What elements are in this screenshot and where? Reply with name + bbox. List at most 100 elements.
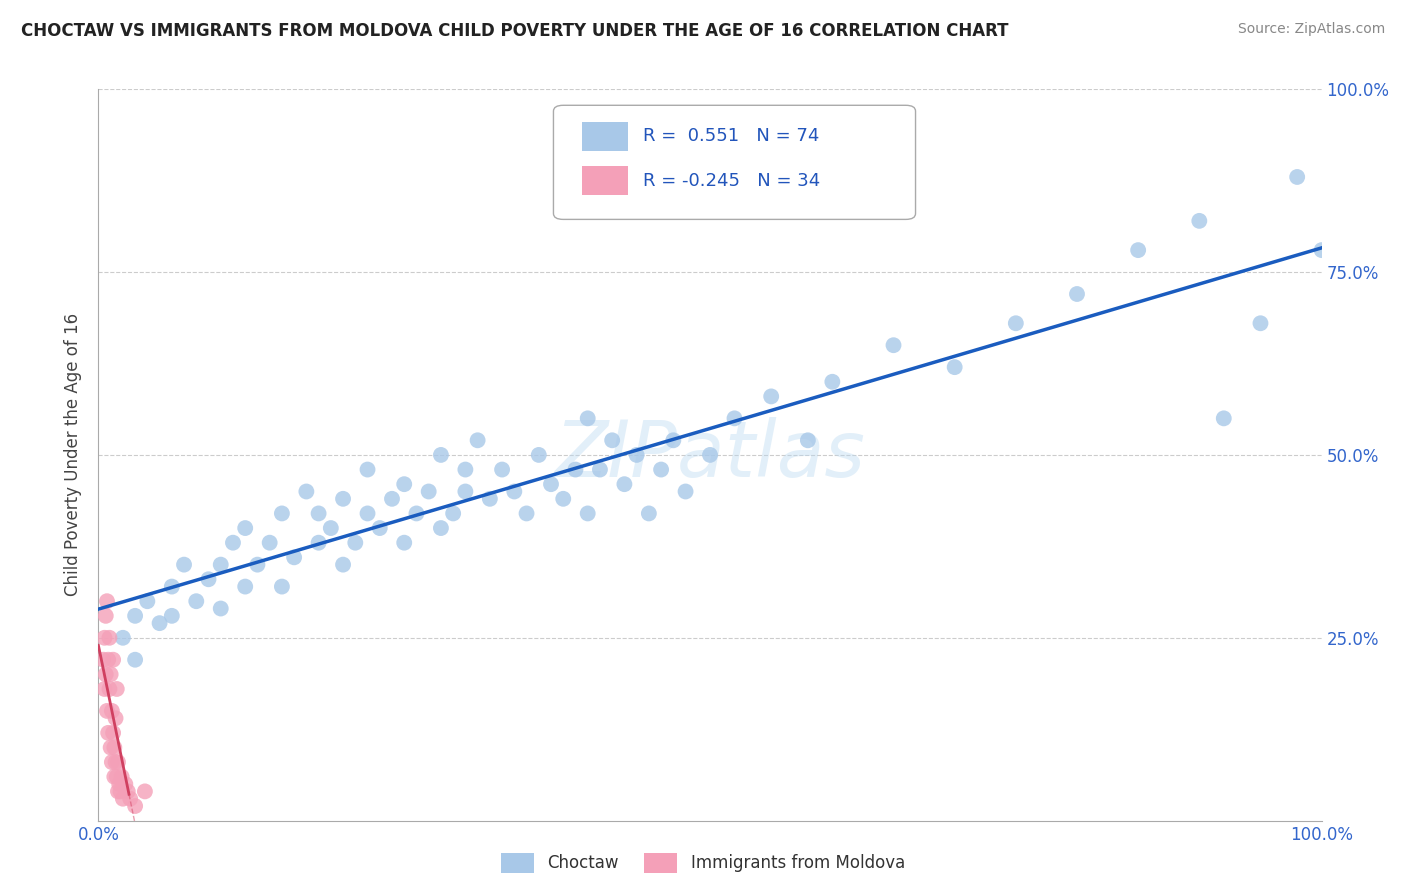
Point bbox=[270, 507, 294, 521]
Point bbox=[381, 491, 404, 506]
Point bbox=[120, 791, 142, 805]
Point bbox=[283, 550, 305, 565]
Point bbox=[104, 755, 127, 769]
Point bbox=[270, 580, 294, 594]
Point bbox=[600, 434, 623, 448]
Point bbox=[1004, 316, 1026, 330]
Point bbox=[308, 535, 330, 549]
Text: CHOCTAW VS IMMIGRANTS FROM MOLDOVA CHILD POVERTY UNDER THE AGE OF 16 CORRELATION: CHOCTAW VS IMMIGRANTS FROM MOLDOVA CHILD… bbox=[21, 22, 1008, 40]
Point bbox=[104, 711, 127, 725]
Point bbox=[883, 338, 905, 352]
Point bbox=[392, 535, 416, 549]
Text: R = -0.245   N = 34: R = -0.245 N = 34 bbox=[643, 171, 820, 190]
Point bbox=[368, 521, 391, 535]
Point bbox=[576, 507, 599, 521]
Point bbox=[308, 507, 330, 521]
Point bbox=[96, 594, 118, 608]
Point bbox=[821, 375, 844, 389]
Point bbox=[626, 448, 648, 462]
Point bbox=[124, 653, 146, 667]
Point bbox=[93, 631, 115, 645]
Bar bbox=[582, 122, 628, 152]
Point bbox=[111, 631, 134, 645]
Point bbox=[186, 594, 208, 608]
Point bbox=[430, 521, 453, 535]
Point bbox=[134, 784, 156, 798]
Point bbox=[98, 681, 121, 696]
Point bbox=[319, 521, 342, 535]
Point bbox=[699, 448, 721, 462]
Point bbox=[943, 360, 966, 375]
Point bbox=[101, 653, 124, 667]
Point bbox=[723, 411, 745, 425]
Point bbox=[491, 462, 513, 476]
Point bbox=[478, 491, 501, 506]
Point bbox=[100, 740, 122, 755]
Point bbox=[91, 653, 114, 667]
Point bbox=[110, 784, 132, 798]
Point bbox=[107, 784, 129, 798]
Point bbox=[503, 484, 526, 499]
Point bbox=[105, 681, 128, 696]
Point bbox=[173, 558, 195, 572]
Point bbox=[93, 681, 115, 696]
Point bbox=[209, 601, 232, 615]
Text: Source: ZipAtlas.com: Source: ZipAtlas.com bbox=[1237, 22, 1385, 37]
Point bbox=[356, 507, 378, 521]
Point bbox=[675, 484, 697, 499]
Point bbox=[332, 558, 354, 572]
Point bbox=[209, 558, 232, 572]
Point bbox=[1286, 169, 1309, 184]
Point bbox=[761, 389, 783, 403]
Point bbox=[101, 726, 124, 740]
Point bbox=[160, 608, 183, 623]
Point bbox=[136, 594, 159, 608]
Point bbox=[103, 740, 125, 755]
Point bbox=[392, 477, 416, 491]
Point bbox=[1128, 243, 1150, 257]
Point bbox=[295, 484, 318, 499]
Point bbox=[97, 726, 120, 740]
Point bbox=[1188, 214, 1211, 228]
Point bbox=[111, 770, 134, 784]
Point bbox=[100, 667, 122, 681]
Point bbox=[97, 653, 120, 667]
Point bbox=[103, 770, 125, 784]
Point bbox=[430, 448, 453, 462]
Point bbox=[441, 507, 464, 521]
Point bbox=[1310, 243, 1333, 257]
Point bbox=[222, 535, 245, 549]
Point bbox=[94, 608, 117, 623]
Point bbox=[101, 704, 124, 718]
Point bbox=[405, 507, 427, 521]
Point bbox=[105, 770, 128, 784]
Point bbox=[344, 535, 367, 549]
Point bbox=[515, 507, 537, 521]
Point bbox=[418, 484, 440, 499]
Point bbox=[589, 462, 612, 476]
Point bbox=[332, 491, 354, 506]
Point bbox=[94, 667, 117, 681]
Point bbox=[553, 491, 575, 506]
Point bbox=[233, 521, 256, 535]
Y-axis label: Child Poverty Under the Age of 16: Child Poverty Under the Age of 16 bbox=[65, 313, 83, 597]
Point bbox=[111, 791, 134, 805]
Point bbox=[356, 462, 378, 476]
Point bbox=[259, 535, 281, 549]
Point bbox=[650, 462, 672, 476]
Text: R =  0.551   N = 74: R = 0.551 N = 74 bbox=[643, 127, 820, 145]
Point bbox=[108, 777, 131, 791]
Point bbox=[576, 411, 599, 425]
Point bbox=[1249, 316, 1271, 330]
Point bbox=[1066, 287, 1088, 301]
Point bbox=[96, 704, 118, 718]
Point bbox=[454, 484, 477, 499]
Point bbox=[662, 434, 685, 448]
Point bbox=[98, 631, 121, 645]
Bar bbox=[582, 166, 628, 195]
Point bbox=[527, 448, 550, 462]
Point bbox=[564, 462, 586, 476]
Point bbox=[149, 616, 172, 631]
Point bbox=[246, 558, 269, 572]
FancyBboxPatch shape bbox=[554, 105, 915, 219]
